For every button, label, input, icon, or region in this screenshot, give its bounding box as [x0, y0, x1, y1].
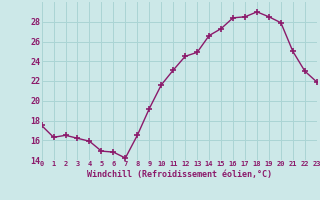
- X-axis label: Windchill (Refroidissement éolien,°C): Windchill (Refroidissement éolien,°C): [87, 170, 272, 179]
